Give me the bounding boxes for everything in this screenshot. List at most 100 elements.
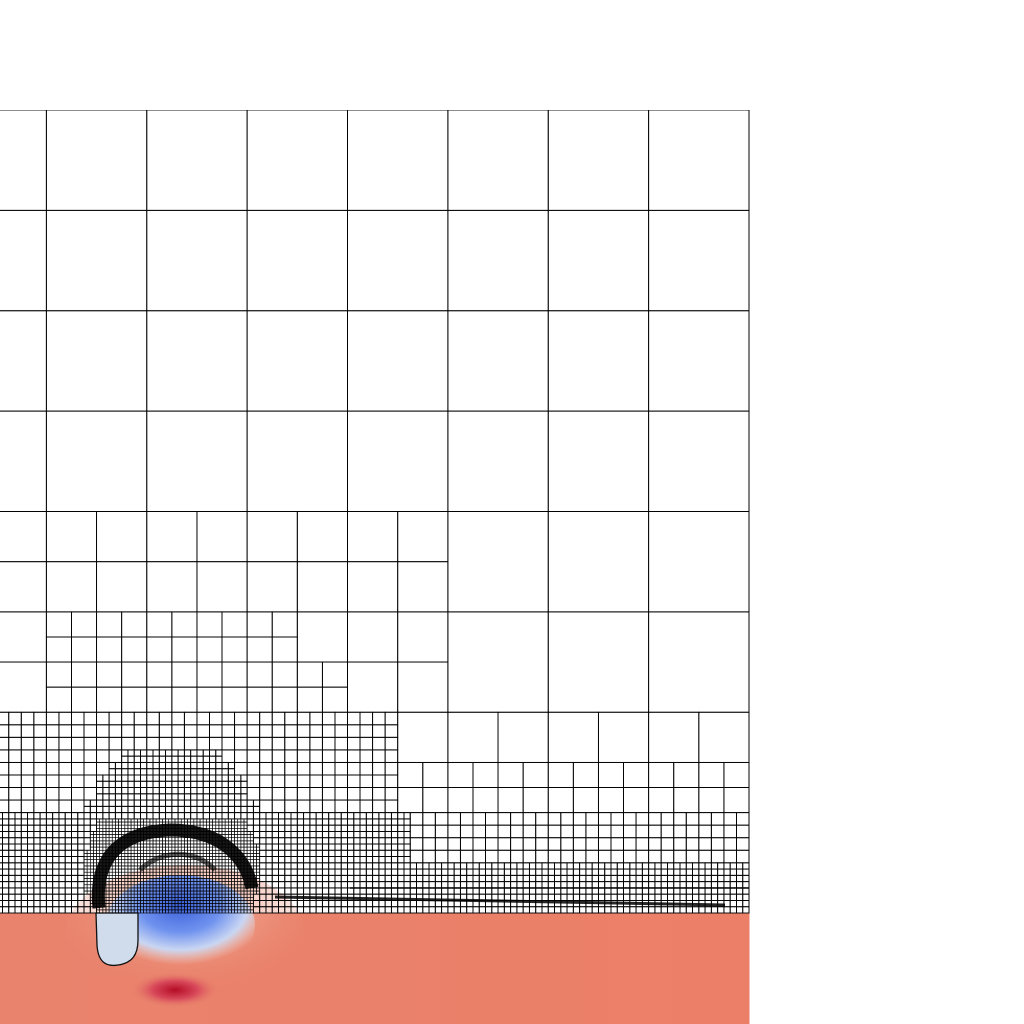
mesh-cell	[566, 881, 574, 889]
mesh-cell	[278, 862, 286, 870]
mesh-cell	[259, 868, 267, 876]
mesh-cell	[140, 787, 148, 795]
mesh-cell	[121, 853, 126, 857]
mesh-cell	[353, 849, 361, 857]
mesh-cell	[253, 856, 257, 860]
mesh-cell	[58, 900, 66, 908]
mesh-cell	[265, 874, 273, 883]
mesh-cell	[321, 761, 336, 776]
mesh-cell	[334, 761, 348, 776]
mesh-cell	[215, 849, 220, 854]
mesh-cell	[209, 780, 217, 788]
mesh-cell	[710, 824, 725, 839]
mesh-cell	[378, 906, 386, 914]
mesh-cell	[231, 865, 235, 870]
mesh-cell	[321, 856, 330, 864]
mesh-cell	[290, 824, 298, 832]
mesh-cell	[648, 862, 656, 870]
mesh-cell	[196, 843, 201, 848]
mesh-cell	[111, 868, 116, 873]
mesh-cell	[704, 906, 712, 914]
mesh-cell	[290, 837, 298, 845]
mesh-cell	[315, 856, 323, 864]
mesh-cell	[812, 894, 818, 900]
mesh-cell	[237, 837, 242, 842]
mesh-cell	[528, 868, 537, 876]
mesh-cell	[86, 862, 91, 867]
mesh-cell	[165, 755, 173, 763]
mesh-cell	[96, 805, 104, 814]
mesh-cell	[428, 900, 436, 908]
mesh-cell	[359, 868, 367, 876]
mesh-cell	[755, 900, 761, 906]
mesh-cell	[130, 853, 135, 857]
mesh-cell	[111, 831, 116, 835]
mesh-cell	[837, 888, 843, 894]
mesh-cell	[52, 900, 60, 908]
mesh-cell	[183, 768, 192, 776]
mesh-cell	[174, 846, 179, 851]
mesh-cell	[447, 874, 455, 883]
mesh-cell	[93, 843, 97, 848]
mesh-cell	[0, 761, 10, 776]
mesh-cell	[547, 110, 650, 211]
mesh-cell	[516, 906, 524, 914]
mesh-cell	[328, 843, 336, 851]
mesh-cell	[237, 831, 242, 835]
mesh-cell	[121, 799, 129, 807]
mesh-cell	[96, 837, 100, 842]
mesh-cell	[284, 774, 298, 788]
mesh-cell	[137, 824, 141, 829]
mesh-cell	[20, 830, 29, 839]
mesh-cell	[127, 856, 132, 860]
mesh-cell	[243, 824, 248, 829]
mesh-cell	[196, 805, 204, 814]
mesh-cell	[221, 736, 236, 751]
mesh-cell	[99, 849, 104, 854]
mesh-cell	[799, 838, 812, 851]
mesh-cell	[2, 837, 10, 845]
mesh-cell	[478, 862, 486, 870]
mesh-cell	[89, 862, 94, 867]
mesh-cell	[409, 868, 417, 876]
mesh-cell	[96, 824, 100, 829]
mesh-cell	[837, 863, 843, 869]
mesh-cell	[93, 849, 97, 854]
mesh-cell	[130, 849, 135, 854]
mesh-cell	[309, 900, 317, 908]
mesh-cell	[384, 724, 399, 738]
mesh-cell	[397, 561, 449, 613]
mesh-cell	[259, 761, 273, 776]
mesh-cell	[278, 849, 286, 857]
mesh-cell	[296, 887, 305, 895]
mesh-cell	[187, 846, 191, 851]
mesh-cell	[535, 849, 549, 864]
mesh-cell	[485, 824, 499, 839]
mesh-cell	[215, 780, 223, 788]
mesh-cell	[723, 868, 731, 876]
mesh-cell	[83, 711, 98, 726]
mesh-cell	[497, 711, 549, 763]
mesh-cell	[692, 893, 700, 901]
mesh-cell	[20, 887, 29, 895]
mesh-cell	[799, 813, 812, 826]
mesh-cell	[146, 736, 160, 751]
mesh-cell	[58, 799, 72, 814]
mesh-cell	[140, 761, 148, 770]
mesh-cell	[799, 825, 812, 838]
mesh-cell	[441, 868, 449, 876]
mesh-cell	[102, 824, 107, 829]
mesh-cell	[692, 862, 700, 870]
mesh-cell	[723, 906, 731, 914]
mesh-cell	[77, 812, 85, 820]
mesh-cell	[146, 711, 160, 726]
mesh-cell	[140, 774, 148, 782]
mesh-cell	[560, 824, 574, 839]
mesh-cell	[158, 805, 167, 814]
mesh-cell	[121, 856, 126, 860]
mesh-cell	[491, 862, 499, 870]
mesh-cell	[64, 893, 72, 901]
mesh-cell	[146, 780, 154, 788]
mesh-cell	[115, 865, 119, 870]
